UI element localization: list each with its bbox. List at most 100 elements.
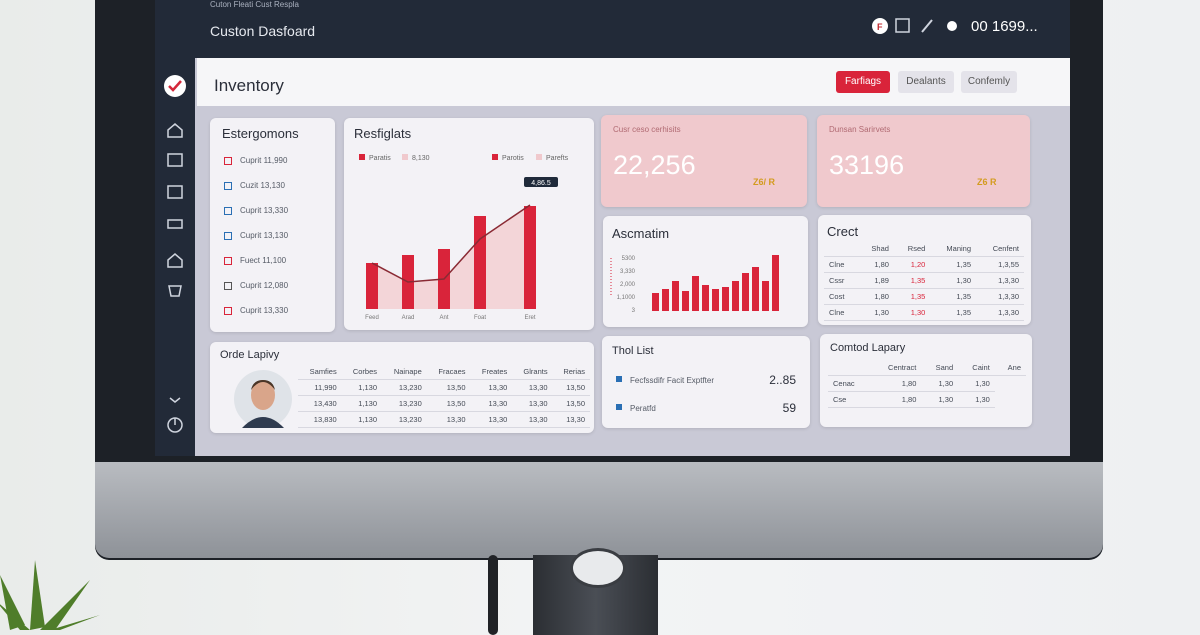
cell: 1,130: [341, 411, 383, 428]
bar: [722, 287, 729, 311]
card-title: Ascmatim: [612, 226, 670, 241]
x-tick-label: Feed: [365, 315, 379, 321]
card: Ascmatim 5300 3,330 2,000 1,1000 3: [603, 216, 808, 327]
cell: 13,30: [512, 379, 553, 396]
header-cell: Cenfent: [976, 241, 1024, 257]
card: Resfiglats Paratis 8,130 Parotis Parefts Fee…: [344, 118, 594, 330]
button[interactable]: Farfiags: [836, 71, 890, 93]
table-row: 13,430 1,130 13,230 13,50 13,30 13,30 13,50: [298, 395, 590, 412]
button[interactable]: Confemly: [961, 71, 1017, 93]
cell: 1,30: [857, 304, 894, 321]
sidebar-icons[interactable]: [155, 58, 195, 456]
list-item: Fecfssdifr Facit Exptfter: [630, 376, 715, 385]
screen: Cuton Fleati Cust Respla Custon Dasfoard…: [155, 0, 1070, 456]
table-row: 11,990 1,130 13,230 13,50 13,30 13,30 13,50: [298, 379, 590, 396]
cell: 13,50: [426, 379, 471, 396]
cell: 13,830: [298, 411, 342, 428]
table-wrap: Samfies Corbes Nainape Fracaes Freates Glrant…: [298, 364, 590, 428]
table-wrap: Centract Sand Caint Ane Cenac 1,80 1,30 1,30 Cse…: [828, 360, 1026, 408]
monitor-chin: [95, 462, 1103, 558]
cell: 1,130: [341, 379, 383, 396]
cell: 1,30: [958, 391, 995, 408]
cell: 13,30: [426, 411, 471, 428]
cable: [488, 555, 498, 635]
header-cell: Ane: [994, 360, 1026, 376]
card: Orde Lapivy Samfies Corbes Nainape Fracaes F…: [210, 342, 594, 433]
cell: Cse: [828, 391, 871, 408]
line: [371, 204, 531, 283]
y-tick-label: 3,330: [620, 269, 636, 275]
cell: 1,80: [870, 375, 922, 392]
table-row: Clne 1,80 1,20 1,35 1,3,55: [824, 256, 1024, 273]
header-cell: Samfies: [298, 364, 342, 380]
cell: 13,30: [552, 411, 590, 428]
cell: 1,30: [930, 272, 977, 289]
x-tick-label: Ant: [439, 315, 448, 321]
bar: [524, 206, 536, 309]
list-item: Cuprit 13,330: [240, 206, 289, 215]
legend-label: Paratis: [369, 155, 391, 162]
header-cell: Maning: [930, 241, 977, 257]
cell: 1,3,30: [976, 288, 1024, 305]
button[interactable]: Dealants: [898, 71, 954, 93]
bar: [474, 216, 486, 309]
legend-label: Parefts: [546, 155, 569, 162]
toolbar-icons[interactable]: F: [870, 15, 970, 37]
card-title: Thol List: [612, 345, 654, 357]
list-item: Cuzit 13,130: [240, 181, 285, 190]
top-bar: Cuton Fleati Cust Respla Custon Dasfoard…: [155, 0, 1070, 58]
cell: 13,430: [298, 395, 342, 412]
breadcrumb: Cuton Fleati Cust Respla: [210, 0, 299, 9]
cell: 1,80: [870, 391, 922, 408]
card: Comtod Lapary Centract Sand Caint Ane Cenac 1…: [820, 334, 1032, 427]
y-tick-label: 1,1000: [617, 295, 636, 301]
y-tick-label: 3: [632, 308, 636, 314]
card-title: Estergomons: [222, 126, 299, 141]
card: Crect Shad Rsed Maning Cenfent Clne 1,80 1,20 1…: [818, 215, 1031, 325]
cell: 1,89: [857, 272, 894, 289]
app-title: Custon Dasfoard: [210, 23, 316, 39]
bar: [752, 267, 759, 311]
card: Estergomons Cuprit 11,990 Cuzit 13,130 Cup…: [210, 118, 335, 332]
cell: 13,30: [470, 411, 513, 428]
cell: 13,30: [470, 379, 513, 396]
bar: [762, 281, 769, 311]
table-row: Clne 1,30 1,30 1,35 1,3,30: [824, 304, 1024, 321]
list-item: Cuprit 13,130: [240, 231, 289, 240]
table: Samfies Corbes Nainape Fracaes Freates Glrant…: [298, 364, 590, 428]
header-cell: Freates: [470, 364, 513, 380]
header-cell: Fracaes: [426, 364, 471, 380]
list-icon: [616, 376, 622, 382]
cell: 1,30: [893, 304, 931, 321]
bar: [692, 276, 699, 311]
list-item: Peratfd: [630, 404, 656, 413]
table-row: Cssr 1,89 1,35 1,30 1,3,30: [824, 272, 1024, 289]
header-cell: Caint: [958, 360, 995, 376]
y-tick-label: 2,000: [620, 282, 636, 288]
bar: [672, 281, 679, 311]
plant: [0, 560, 100, 630]
cell: 13,50: [552, 379, 590, 396]
table-row: Cse 1,80 1,30 1,30: [828, 391, 1026, 408]
legend-swatch: [492, 154, 498, 160]
cell: 1,35: [930, 288, 977, 305]
header-cell: Corbes: [341, 364, 383, 380]
cell: Cssr: [824, 272, 858, 289]
stat-value: 33196: [829, 150, 905, 180]
legend-swatch: [536, 154, 542, 160]
chart: 5300 3,330 2,000 1,1000 3: [610, 255, 779, 314]
bar: [772, 255, 779, 311]
table: Shad Rsed Maning Cenfent Clne 1,80 1,20 1,35 1,3…: [824, 241, 1024, 321]
cell: Clne: [824, 304, 858, 321]
cell: 13,230: [382, 395, 427, 412]
cell: Cenac: [828, 375, 871, 392]
x-tick-label: Eret: [524, 315, 535, 321]
table-row: Cost 1,80 1,35 1,35 1,3,30: [824, 288, 1024, 305]
page-title: Inventory: [214, 76, 284, 95]
y-tick-label: 5300: [622, 256, 636, 262]
avatar: [234, 370, 292, 428]
cell: 1,30: [921, 375, 959, 392]
header-cell: Rerias: [552, 364, 590, 380]
cell: 13,50: [552, 395, 590, 412]
